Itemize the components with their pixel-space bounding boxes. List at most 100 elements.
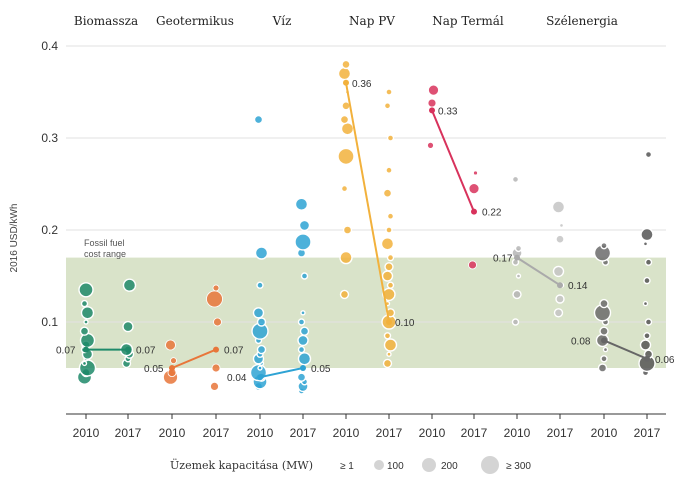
data-point [206,290,223,308]
average-point-2010 [257,374,263,381]
data-point [339,114,350,125]
x-year-label: 2017 [290,426,317,440]
x-year-label: 2010 [591,426,618,440]
data-point [80,299,89,308]
x-year-label: 2017 [376,426,403,440]
data-point [384,262,394,272]
data-point [511,318,520,326]
average-point-2017 [125,346,131,353]
x-year-label: 2010 [247,426,274,440]
data-point [300,310,306,316]
average-label-2017: 0.05 [311,364,331,375]
legend-title: Üzemek kapacitása (MW) [170,458,313,472]
data-point [643,332,651,340]
average-point-2010 [83,346,89,353]
average-line [345,82,390,323]
y-tick-label: 0.4 [41,39,58,53]
data-point [600,355,608,363]
fossil-fuel-range-label: Fossil fuel [84,238,125,248]
average-label-2017: 0.07 [136,346,156,357]
data-point [212,284,220,292]
average-label-2010: 0.36 [352,79,372,90]
data-point [468,183,480,195]
legend-size-200-label: 200 [441,461,458,472]
data-point [555,294,565,304]
data-point [382,358,393,369]
data-point [78,282,94,298]
average-label-2017: 0.06 [655,355,675,366]
data-point [122,320,134,333]
data-point [640,227,654,242]
data-point [386,212,395,220]
data-point [297,318,306,326]
data-point [514,244,523,253]
data-point [515,273,522,279]
average-line [603,339,648,360]
data-point [294,233,312,251]
data-point [342,225,353,235]
data-point [299,326,310,336]
data-point [297,352,312,366]
technology-title: Nap Termál [432,14,504,28]
data-point [386,351,392,357]
average-label-2010: 0.04 [227,373,247,384]
data-point [341,59,351,70]
average-line [171,348,217,369]
data-point [256,281,264,289]
technology-title: Víz [272,14,292,28]
average-point-2017 [386,319,392,325]
technology-title: Biomassza [74,14,138,28]
technology-title: Geotermikus [156,14,234,28]
average-label-2010: 0.08 [571,336,591,347]
x-year-label: 2010 [159,426,186,440]
data-point [599,326,609,336]
x-year-label: 2010 [419,426,446,440]
gridlines [66,45,666,323]
average-line [431,110,475,212]
average-label-2017: 0.22 [482,208,502,219]
x-year-label: 2017 [461,426,488,440]
data-point [600,241,608,250]
data-point [383,338,398,352]
data-point [643,276,651,285]
average-point-2010 [601,337,607,344]
fossil-fuel-range-label-2: cost range [84,249,126,259]
data-point [383,332,392,340]
data-point [297,334,309,347]
average-line [516,256,561,287]
average-point-2010 [169,365,175,371]
data-point [599,298,609,309]
fossil-fuel-range-band [66,257,666,368]
data-point [83,319,89,325]
data-point [294,197,309,211]
data-point [78,359,97,377]
average-label-2017: 0.10 [395,318,415,329]
legend-size-300-marker [481,456,499,474]
data-point [642,300,649,307]
data-point [385,88,393,96]
data-point [79,332,96,349]
data-point [257,365,263,371]
technology-titles: Biomassza Geotermikus Víz Nap PV Nap Termál S… [74,14,618,28]
data-point [468,260,477,270]
data-point [252,307,265,319]
y-tick-label: 0.1 [41,315,58,329]
average-label-2010: 0.33 [438,106,458,117]
data-point [427,141,434,149]
data-point [385,166,393,174]
data-point [210,381,219,391]
x-year-label: 2010 [333,426,360,440]
average-lines: 0.07 0.07 0.05 0.07 0.04 0.05 0.36 0.10 0.33 0.22… [56,79,675,384]
average-label-2010: 0.05 [144,364,164,375]
data-point [512,289,522,300]
x-year-label: 2010 [73,426,100,440]
data-point [81,360,88,367]
average-point-2017 [557,282,563,289]
legend-size-100-marker [374,460,384,470]
data-point [428,84,439,96]
data-point [552,265,565,278]
data-point [381,270,394,282]
data-point [339,289,350,300]
average-label-2010: 0.17 [493,254,513,265]
